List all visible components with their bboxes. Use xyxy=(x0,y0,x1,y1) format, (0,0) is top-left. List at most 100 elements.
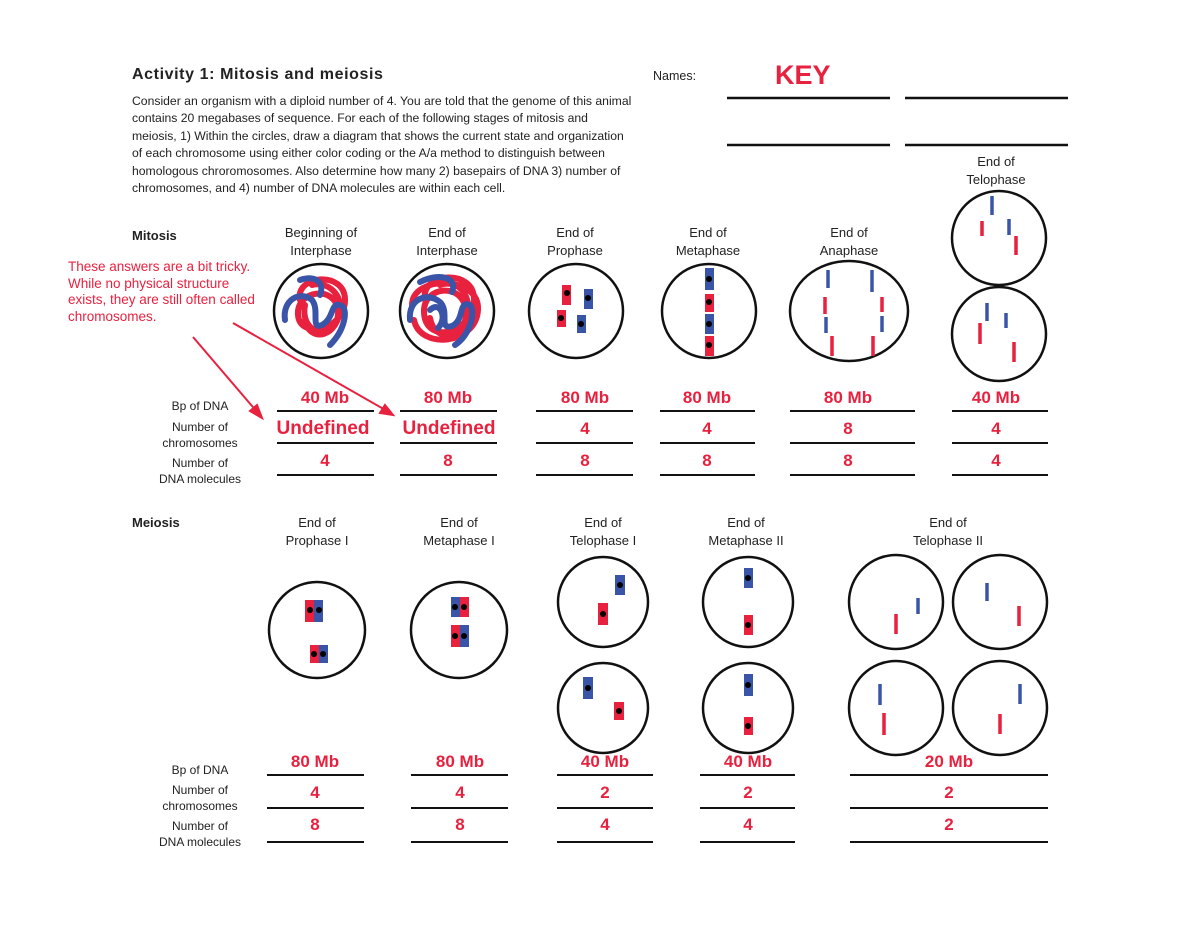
chromosome-red xyxy=(598,603,608,625)
key-label: KEY xyxy=(775,60,831,90)
telophase-chromatids xyxy=(978,196,1018,362)
answer-dna: 8 xyxy=(443,451,453,470)
row-label-chromosomes: Number of chromosomes xyxy=(162,783,238,813)
answer-chromosomes: 4 xyxy=(702,419,712,438)
answer-chromosomes: 8 xyxy=(843,419,853,438)
answer-dna: 8 xyxy=(310,815,320,834)
annotation-arrows xyxy=(192,322,396,421)
chromosome-blue xyxy=(705,314,714,334)
answer-bp: 80 Mb xyxy=(823,388,873,407)
telophase-ii-chromatids xyxy=(878,583,1022,735)
chromosome-red xyxy=(744,615,753,635)
mitosis-answer-lines xyxy=(277,410,1048,476)
cell-telophase-ii-4 xyxy=(951,659,1049,757)
name-lines xyxy=(727,96,1068,147)
chromosome-red xyxy=(744,717,753,735)
chromosome-blue xyxy=(577,315,586,333)
cell-telophase-ii-1 xyxy=(847,553,945,651)
cell-end-metaphase xyxy=(660,262,758,360)
answer-chromosomes: 4 xyxy=(455,783,465,802)
cell-telophase-bottom xyxy=(950,285,1048,383)
chromosome-red xyxy=(705,294,714,312)
mitosis-label: Mitosis xyxy=(132,228,177,243)
tetrad xyxy=(305,600,323,622)
answer-chromosomes: 4 xyxy=(580,419,590,438)
answer-chromosomes: Undefined xyxy=(276,418,370,439)
stage-header: End of Telophase I xyxy=(569,515,637,548)
answer-dna: 8 xyxy=(843,451,853,470)
tetrad xyxy=(451,597,469,617)
answer-chromosomes: Undefined xyxy=(402,418,496,439)
chromosome-blue xyxy=(705,268,714,290)
chromatin-scribble-1 xyxy=(281,275,349,348)
row-label-dna: Number of DNA molecules xyxy=(158,456,242,486)
anaphase-chromatids xyxy=(823,270,884,356)
stage-header: Beginning of Interphase xyxy=(284,225,358,258)
stage-header: End of Prophase xyxy=(547,225,603,258)
cell-metaphase-i xyxy=(409,580,509,680)
stage-header: End of Telophase II xyxy=(912,515,984,548)
answer-bp: 80 Mb xyxy=(290,752,340,771)
chromosome-blue xyxy=(583,677,593,699)
cell-telophase-i-top xyxy=(556,555,650,649)
answer-chromosomes: 4 xyxy=(310,783,320,802)
answer-dna: 8 xyxy=(702,451,712,470)
answer-chromosomes: 2 xyxy=(743,783,753,802)
chromosome-blue xyxy=(615,575,625,595)
chromosome-blue xyxy=(744,568,753,588)
cell-metaphase-ii-bottom xyxy=(701,661,795,755)
chromosome-blue xyxy=(744,674,753,696)
cell-end-anaphase xyxy=(788,259,910,363)
row-label-chromosomes: Number of chromosomes xyxy=(162,420,238,450)
instructions: Consider an organism with a diploid numb… xyxy=(132,94,632,196)
stage-header: End of Telophase xyxy=(966,154,1026,187)
answer-bp: 20 Mb xyxy=(924,752,974,771)
cell-telophase-ii-3 xyxy=(847,659,945,757)
chromosome-red xyxy=(562,285,571,305)
answer-bp: 40 Mb xyxy=(723,752,773,771)
chromatin-scribble-2 xyxy=(406,274,482,348)
cell-prophase-i xyxy=(267,580,367,680)
cell-end-interphase xyxy=(398,262,496,360)
answer-lines xyxy=(267,410,1048,843)
answer-bp: 80 Mb xyxy=(560,388,610,407)
row-label-dna: Number of DNA molecules xyxy=(158,819,242,849)
answer-dna: 4 xyxy=(991,451,1001,470)
answer-bp: 40 Mb xyxy=(971,388,1021,407)
answer-bp: 80 Mb xyxy=(423,388,473,407)
page-title: Activity 1: Mitosis and meiosis xyxy=(132,66,384,83)
stage-header: End of Metaphase II xyxy=(708,515,784,548)
answer-bp: 80 Mb xyxy=(435,752,485,771)
meiosis-label: Meiosis xyxy=(132,515,180,530)
cell-telophase-top xyxy=(950,189,1048,287)
chromosome-red xyxy=(705,336,714,356)
answer-chromosomes: 2 xyxy=(600,783,610,802)
tetrad xyxy=(310,645,328,663)
row-label-bp: Bp of DNA xyxy=(171,399,229,413)
answer-bp: 40 Mb xyxy=(300,388,350,407)
stage-header: End of Metaphase xyxy=(675,225,741,258)
stage-header: End of Anaphase xyxy=(819,225,879,258)
answer-dna: 8 xyxy=(580,451,590,470)
chromosome-blue xyxy=(584,289,593,309)
answer-dna: 8 xyxy=(455,815,465,834)
answer-dna: 4 xyxy=(743,815,753,834)
annotation-note: These answers are a bit tricky. While no… xyxy=(68,259,255,324)
cell-telophase-ii-2 xyxy=(951,553,1049,651)
chromosome-red xyxy=(557,310,566,327)
row-label-bp: Bp of DNA xyxy=(171,763,229,777)
chromosome-red xyxy=(614,702,624,720)
cell-end-prophase xyxy=(527,262,625,360)
answer-bp: 80 Mb xyxy=(682,388,732,407)
meiosis-answer-lines xyxy=(267,774,1048,843)
cell-beginning-interphase xyxy=(272,262,370,360)
answer-bp: 40 Mb xyxy=(580,752,630,771)
cell-circles xyxy=(267,189,1049,757)
tetrad xyxy=(451,625,469,647)
answer-dna: 4 xyxy=(600,815,610,834)
answer-chromosomes: 4 xyxy=(991,419,1001,438)
chromosomes xyxy=(305,196,1022,735)
answer-chromosomes: 2 xyxy=(944,783,954,802)
cell-telophase-i-bottom xyxy=(556,661,650,755)
